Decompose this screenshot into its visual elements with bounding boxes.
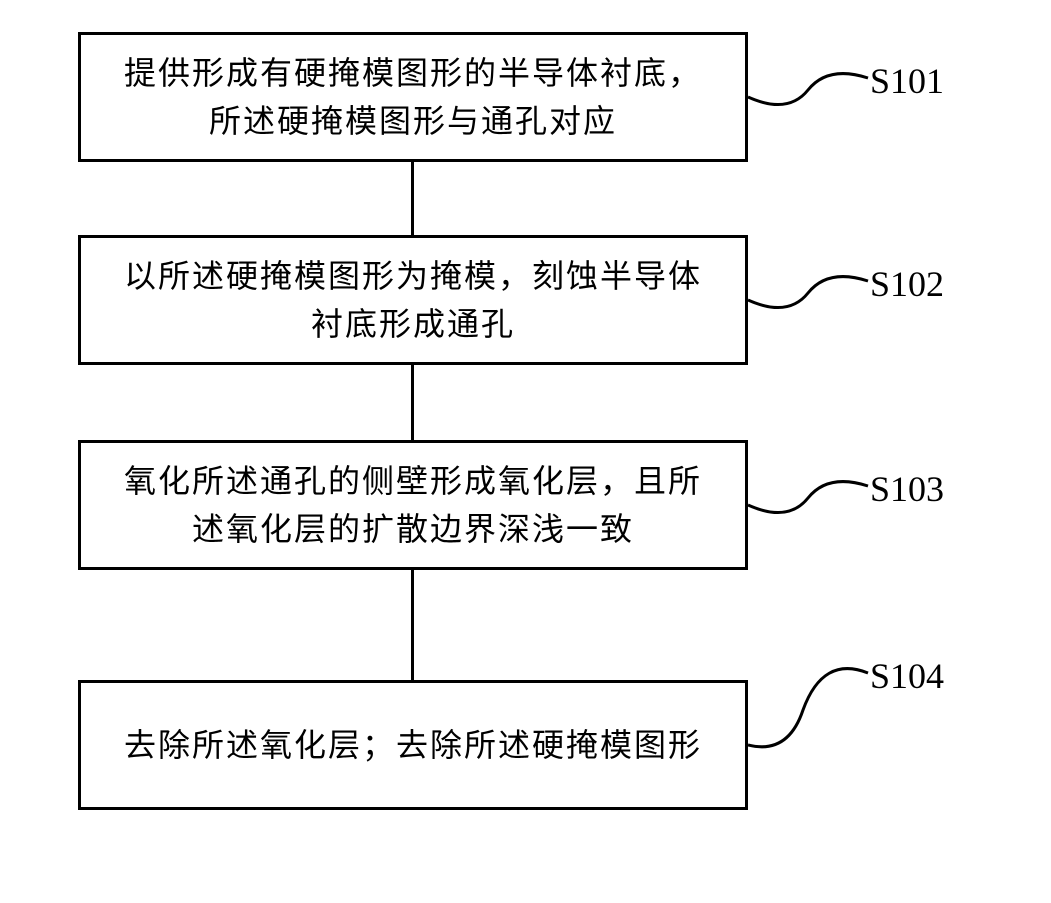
connector-1-2	[411, 162, 414, 235]
step-box-3: 氧化所述通孔的侧壁形成氧化层，且所述氧化层的扩散边界深浅一致	[78, 440, 748, 570]
step-text-4: 去除所述氧化层；去除所述硬掩模图形	[124, 721, 702, 769]
connector-3-4	[411, 570, 414, 680]
brace-1	[748, 55, 878, 135]
step-label-4: S104	[870, 655, 944, 697]
step-label-1: S101	[870, 60, 944, 102]
brace-4	[748, 640, 878, 760]
step-box-1: 提供形成有硬掩模图形的半导体衬底，所述硬掩模图形与通孔对应	[78, 32, 748, 162]
step-text-2: 以所述硬掩模图形为掩模，刻蚀半导体衬底形成通孔	[111, 252, 715, 348]
step-text-1: 提供形成有硬掩模图形的半导体衬底，所述硬掩模图形与通孔对应	[111, 49, 715, 145]
step-label-2: S102	[870, 263, 944, 305]
step-box-2: 以所述硬掩模图形为掩模，刻蚀半导体衬底形成通孔	[78, 235, 748, 365]
step-label-3: S103	[870, 468, 944, 510]
connector-2-3	[411, 365, 414, 440]
flowchart-container: 提供形成有硬掩模图形的半导体衬底，所述硬掩模图形与通孔对应 S101 以所述硬掩…	[0, 0, 1051, 903]
step-text-3: 氧化所述通孔的侧壁形成氧化层，且所述氧化层的扩散边界深浅一致	[111, 457, 715, 553]
step-box-4: 去除所述氧化层；去除所述硬掩模图形	[78, 680, 748, 810]
brace-3	[748, 463, 878, 543]
brace-2	[748, 258, 878, 338]
